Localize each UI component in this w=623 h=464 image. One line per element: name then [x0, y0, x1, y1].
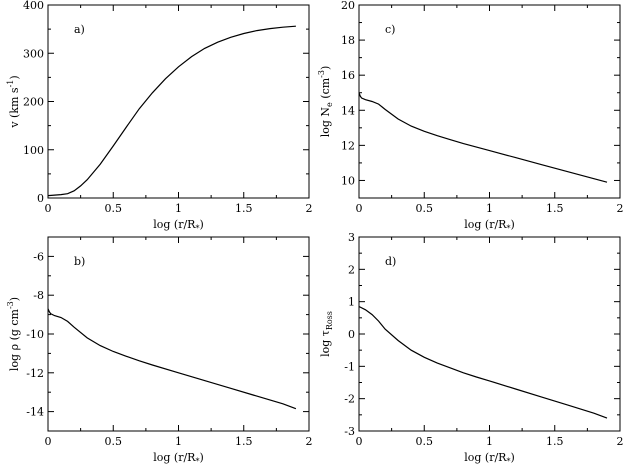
y-tick-label: 2: [348, 263, 355, 276]
plot-frame: [358, 236, 621, 432]
x-tick-label: 1.5: [546, 202, 564, 215]
chart-panel-d: 0 0.5 1 1.5 2 -3 -2 -1 0 1 2 3 d) log (r/R*) log τRoss: [319, 231, 623, 464]
x-axis-label: log (r/R*): [153, 451, 204, 464]
y-tick-label: -10: [26, 328, 44, 341]
y-axis-label: log Ne (cm-3): [317, 66, 334, 138]
x-tick-label: 0.5: [105, 202, 123, 215]
y-tick-label: 18: [341, 34, 355, 47]
x-tick-label: 1: [175, 202, 182, 215]
y-tick-label: -6: [33, 250, 44, 263]
series-line: [358, 305, 608, 419]
plot-frame: [47, 4, 310, 199]
x-tick-label: 2: [617, 202, 623, 215]
y-tick-label: 20: [341, 0, 355, 12]
panel-label: d): [385, 255, 396, 268]
y-axis-label: v (km s-1): [6, 75, 21, 128]
y-tick-label: 14: [341, 104, 355, 117]
x-tick-label: 2: [617, 435, 623, 448]
y-tick-label: -14: [26, 406, 44, 419]
x-tick-label: 0: [356, 202, 363, 215]
panel-label: a): [74, 23, 85, 36]
y-tick-label: 0: [37, 192, 44, 205]
series-line: [358, 92, 608, 183]
y-axis-label: log ρ (g cm-3): [6, 297, 21, 371]
x-tick-label: 0: [45, 435, 52, 448]
x-tick-label: 0.5: [105, 435, 123, 448]
x-tick-label: 0: [356, 435, 363, 448]
x-axis-label: log (r/R*): [464, 218, 515, 233]
series-line: [47, 25, 296, 197]
panel-label: c): [385, 23, 395, 36]
x-tick-label: 1.5: [235, 435, 253, 448]
x-tick-label: 0: [45, 202, 52, 215]
y-tick-label: -2: [344, 393, 355, 406]
chart-panel-a: 0 0.5 1 1.5 2 0 100 200 300 400 a) log (r/R*) v (km …: [6, 0, 313, 233]
y-tick-label: 400: [23, 0, 44, 12]
y-tick-label: -12: [26, 367, 44, 380]
y-tick-label: 3: [348, 231, 355, 244]
y-tick-label: -3: [344, 425, 355, 438]
plot-frame: [47, 236, 310, 432]
x-tick-label: 2: [306, 435, 313, 448]
x-tick-label: 1.5: [546, 435, 564, 448]
x-tick-label: 1: [175, 435, 182, 448]
panel-label: b): [74, 255, 85, 268]
y-axis-label: log τRoss: [319, 311, 334, 357]
y-tick-label: 200: [23, 96, 44, 109]
y-tick-label: 0: [348, 328, 355, 341]
x-axis-label: log (r/R*): [153, 218, 204, 233]
series-line: [47, 308, 297, 410]
x-axis-label: log (r/R*): [464, 451, 515, 464]
x-tick-label: 1: [486, 435, 493, 448]
y-tick-label: -8: [33, 289, 44, 302]
x-tick-label: 2: [306, 202, 313, 215]
y-tick-label: 100: [23, 144, 44, 157]
x-tick-label: 1: [486, 202, 493, 215]
x-tick-label: 0.5: [416, 435, 434, 448]
y-tick-label: 300: [23, 47, 44, 60]
y-tick-label: 10: [341, 174, 355, 187]
y-tick-label: -1: [344, 360, 355, 373]
chart-panel-c: 0 0.5 1 1.5 2 10 12 14 16 18 20 c) log (r/R*) log Ne …: [317, 0, 623, 233]
x-tick-label: 0.5: [416, 202, 434, 215]
y-tick-label: 16: [341, 69, 355, 82]
x-tick-label: 1.5: [235, 202, 253, 215]
chart-panel-b: 0 0.5 1 1.5 2 -14 -12 -10 -8 -6 b) log (r/R*) log ρ …: [6, 236, 313, 464]
y-tick-label: 1: [348, 296, 355, 309]
plot-frame: [358, 4, 621, 199]
y-tick-label: 12: [341, 139, 355, 152]
